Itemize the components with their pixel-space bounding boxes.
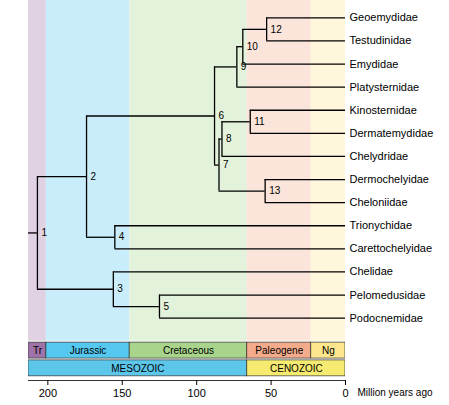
svg-text:Geoemydidae: Geoemydidae — [350, 11, 419, 23]
svg-text:9: 9 — [241, 61, 247, 72]
svg-text:Platysternidae: Platysternidae — [350, 81, 420, 93]
svg-text:Jurassic: Jurassic — [70, 345, 107, 356]
svg-text:Tr: Tr — [33, 345, 43, 356]
svg-text:5: 5 — [163, 301, 169, 312]
svg-text:200: 200 — [39, 387, 57, 399]
svg-text:7: 7 — [223, 159, 229, 170]
svg-text:10: 10 — [247, 41, 259, 52]
svg-text:150: 150 — [113, 387, 131, 399]
svg-text:Million years ago: Million years ago — [358, 387, 433, 398]
svg-text:12: 12 — [271, 24, 283, 35]
svg-text:Emydidae: Emydidae — [350, 58, 399, 70]
svg-text:0: 0 — [342, 387, 348, 399]
svg-text:100: 100 — [187, 387, 205, 399]
svg-text:MESOZOIC: MESOZOIC — [111, 363, 164, 374]
svg-text:11: 11 — [254, 116, 265, 127]
svg-text:4: 4 — [119, 231, 125, 242]
svg-text:Trionychidae: Trionychidae — [350, 219, 413, 231]
svg-text:Cretaceous: Cretaceous — [163, 345, 214, 356]
svg-text:Ng: Ng — [322, 345, 335, 356]
svg-text:2: 2 — [91, 171, 97, 182]
svg-text:8: 8 — [226, 133, 232, 144]
svg-text:1: 1 — [41, 227, 47, 238]
svg-text:Chelidae: Chelidae — [350, 265, 393, 277]
svg-text:Dermatemydidae: Dermatemydidae — [350, 127, 434, 139]
svg-text:Dermochelyidae: Dermochelyidae — [350, 173, 429, 185]
svg-text:Pelomedusidae: Pelomedusidae — [350, 289, 426, 301]
svg-text:3: 3 — [117, 283, 123, 294]
svg-text:Testudinidae: Testudinidae — [350, 34, 412, 46]
svg-text:6: 6 — [219, 110, 225, 121]
svg-text:CENOZOIC: CENOZOIC — [270, 363, 323, 374]
svg-text:Podocnemidae: Podocnemidae — [350, 312, 423, 324]
svg-text:Paleogene: Paleogene — [255, 345, 303, 356]
svg-text:Cheloniidae: Cheloniidae — [350, 196, 408, 208]
svg-text:Kinosternidae: Kinosternidae — [350, 104, 417, 116]
svg-text:Carettochelyidae: Carettochelyidae — [350, 242, 433, 254]
svg-text:50: 50 — [265, 387, 277, 399]
svg-text:Chelydridae: Chelydridae — [350, 150, 409, 162]
svg-text:13: 13 — [269, 185, 281, 196]
